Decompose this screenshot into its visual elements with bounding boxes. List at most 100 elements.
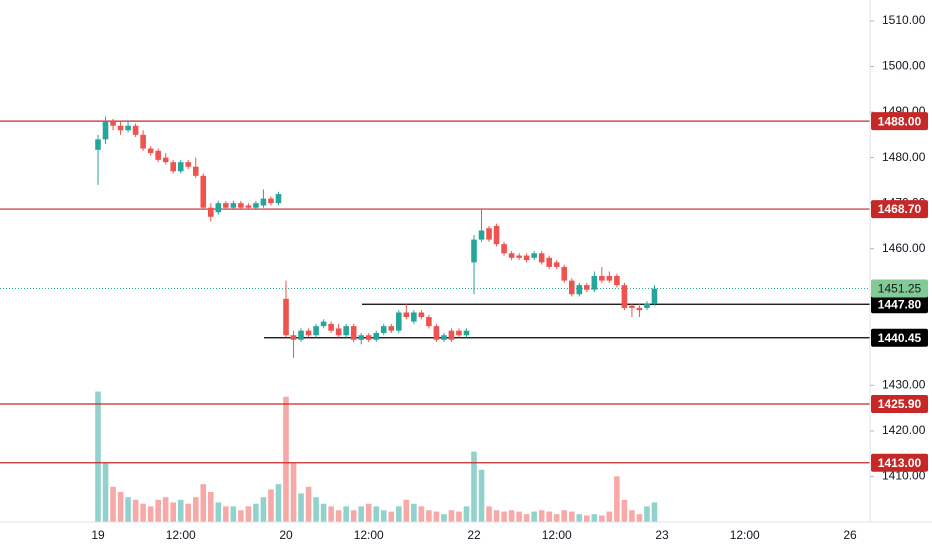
volume-bar (155, 499, 161, 522)
volume-bar (102, 463, 109, 522)
candle-body (185, 162, 192, 167)
x-tick-label: 19 (91, 528, 105, 542)
volume-bar (380, 510, 387, 522)
candle-body (298, 330, 304, 340)
candle-body (576, 285, 583, 295)
volume-bar (290, 463, 297, 522)
candle-body (358, 335, 364, 340)
x-tick-label: 12:00 (354, 528, 384, 542)
candle-body (102, 121, 109, 140)
candle-body (644, 303, 650, 308)
volume-bar (651, 502, 658, 522)
candle-body (177, 162, 184, 172)
candle-body (305, 330, 312, 336)
candle-body (546, 257, 552, 267)
candle-body (486, 228, 492, 240)
level-tag (871, 112, 928, 131)
volume-bar (313, 497, 319, 522)
level-tag (871, 295, 928, 314)
volume-bar (185, 503, 192, 522)
last-price-label: 1451.25 (878, 282, 922, 296)
candle-body (411, 312, 417, 322)
candle-body (591, 276, 598, 290)
volume-bar (260, 497, 267, 522)
candle-body (223, 203, 229, 208)
candle-body (403, 312, 410, 318)
volume-bar (411, 503, 417, 522)
volume-bar (614, 476, 620, 522)
candle-body (463, 330, 470, 336)
x-tick-label: 22 (467, 528, 481, 542)
x-tick-label: 12:00 (542, 528, 572, 542)
candle-body (636, 307, 643, 311)
volume-bar (478, 469, 485, 522)
volume-bar (396, 506, 402, 522)
volume-bar (373, 506, 380, 522)
level-tag (871, 453, 928, 472)
level-layer (0, 120, 870, 464)
volume-bar (441, 514, 447, 522)
candle-body (215, 203, 222, 213)
y-tick-label: 1500.00 (882, 59, 926, 73)
candle-body (245, 205, 252, 208)
volume-bar (516, 511, 522, 522)
volume-bar (531, 511, 537, 522)
candle-body (478, 230, 485, 240)
volume-bar (95, 391, 101, 522)
candle-body (283, 298, 289, 336)
volume-bar (606, 511, 613, 522)
candle-body (275, 194, 282, 204)
volume-bar (253, 503, 259, 522)
volume-bar (433, 511, 440, 522)
axis-layer: 1410.001420.001430.001460.001470.001480.… (91, 13, 925, 542)
candle-body (388, 326, 395, 331)
y-tick-label: 1420.00 (882, 423, 926, 437)
level-tag-label: 1413.00 (878, 456, 922, 470)
candle-body (508, 253, 515, 258)
volume-bar (418, 506, 425, 522)
candle-body (335, 328, 342, 336)
candle-body (441, 335, 447, 340)
volume-bar (591, 514, 598, 522)
candle-body (568, 280, 575, 295)
candle-body (448, 330, 455, 340)
candle-body (629, 305, 635, 308)
candle-body (268, 198, 274, 204)
x-tick-label: 12:00 (730, 528, 760, 542)
last-price-tag (871, 279, 928, 298)
candle-body (553, 262, 560, 267)
volume-bar (298, 493, 304, 522)
volume-bar (388, 511, 395, 522)
volume-bar (162, 497, 169, 522)
volume-bar (553, 514, 560, 522)
candle-body (155, 150, 161, 160)
volume-bar (170, 502, 176, 522)
candle-body (132, 125, 139, 135)
candle-body (373, 332, 380, 340)
y-tick-label: 1460.00 (882, 241, 926, 255)
volume-bar (238, 510, 244, 522)
x-tick-label: 23 (655, 528, 669, 542)
level-tag-label: 1447.80 (878, 297, 922, 311)
candle-body (651, 288, 658, 304)
volume-bar (568, 511, 575, 522)
candle-body (253, 203, 259, 208)
volume-bar (538, 510, 545, 522)
candle-body (117, 125, 124, 131)
volume-bar (576, 514, 583, 522)
volume-bar (621, 499, 628, 522)
volume-bar (192, 497, 199, 522)
volume-bar (584, 515, 590, 522)
candle-body (418, 312, 425, 318)
candle-body (456, 330, 462, 336)
candle-body (396, 312, 402, 331)
candle-body (433, 326, 440, 340)
volume-bar (358, 506, 364, 522)
candle-body (365, 335, 372, 340)
candle-body (493, 225, 500, 245)
candle-body (426, 317, 432, 327)
candle-body (313, 326, 319, 336)
